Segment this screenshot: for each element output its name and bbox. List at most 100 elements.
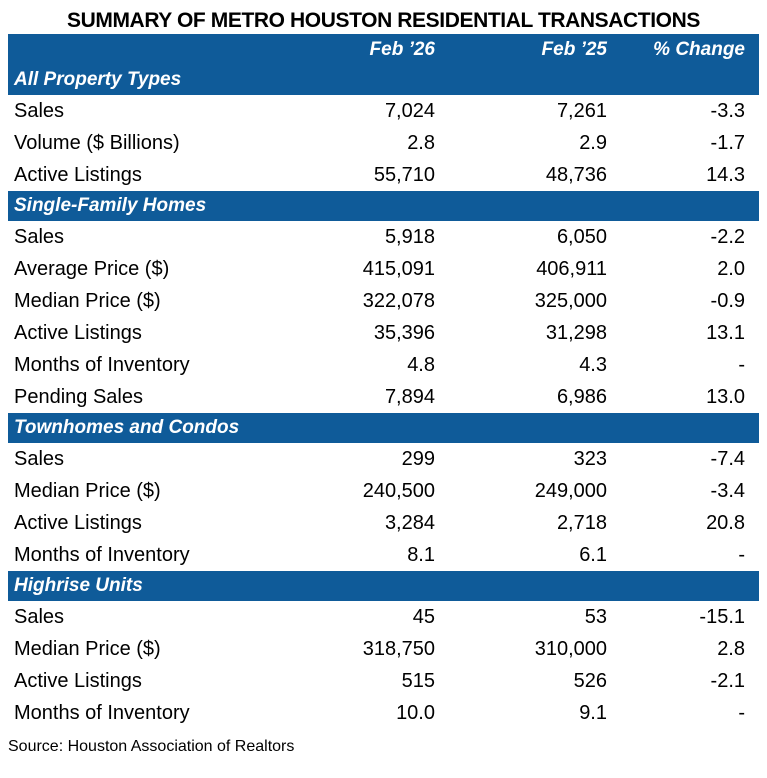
section-title: Highrise Units <box>14 575 143 596</box>
cell-feb25: 406,911 <box>536 257 607 280</box>
page-title: SUMMARY OF METRO HOUSTON RESIDENTIAL TRA… <box>67 9 700 32</box>
cell-label: Median Price ($) <box>14 637 161 660</box>
cell-change: -0.9 <box>710 289 745 312</box>
cell-feb26: 415,091 <box>362 257 435 280</box>
cell-feb26: 515 <box>401 669 435 692</box>
cell-change: - <box>738 353 745 376</box>
cell-change: 20.8 <box>706 511 745 534</box>
cell-feb26: 3,284 <box>384 511 435 534</box>
cell-change: -2.1 <box>710 669 745 692</box>
cell-label: Active Listings <box>14 511 142 534</box>
cell-feb25: 6.1 <box>579 543 607 566</box>
cell-label: Pending Sales <box>14 385 143 408</box>
cell-feb26: 4.8 <box>407 353 435 376</box>
table-row: Active Listings 515 526 -2.1 <box>8 665 759 697</box>
cell-feb26: 8.1 <box>407 543 435 566</box>
column-header-percent-change: % Change <box>653 38 745 60</box>
cell-feb26: 240,500 <box>362 479 435 502</box>
cell-change: -2.2 <box>710 225 745 248</box>
cell-feb25: 249,000 <box>534 479 607 502</box>
table-row: Volume ($ Billions) 2.8 2.9 -1.7 <box>8 127 759 159</box>
cell-feb25: 48,736 <box>545 163 607 186</box>
cell-change: -3.4 <box>710 479 745 502</box>
table-row: Months of Inventory 4.8 4.3 - <box>8 349 759 381</box>
table-row: Months of Inventory 8.1 6.1 - <box>8 539 759 571</box>
table-row: Sales 7,024 7,261 -3.3 <box>8 95 759 127</box>
table-body: All Property Types Sales 7,024 7,261 -3.3 Vol… <box>8 65 759 729</box>
section-title: All Property Types <box>14 69 182 90</box>
cell-feb26: 318,750 <box>362 637 435 660</box>
cell-feb25: 323 <box>573 447 607 470</box>
table-row: Sales 5,918 6,050 -2.2 <box>8 221 759 253</box>
section-title: Townhomes and Condos <box>14 417 240 438</box>
cell-feb25: 310,000 <box>534 637 607 660</box>
cell-change: -1.7 <box>710 131 745 154</box>
cell-change: -3.3 <box>710 99 745 122</box>
cell-change: 2.0 <box>717 257 745 280</box>
cell-label: Months of Inventory <box>14 353 190 376</box>
table-row: Pending Sales 7,894 6,986 13.0 <box>8 381 759 413</box>
cell-label: Average Price ($) <box>14 257 170 280</box>
table-row: Active Listings 3,284 2,718 20.8 <box>8 507 759 539</box>
column-header-row: Feb ’26 Feb ’25 % Change <box>8 34 759 65</box>
cell-feb25: 31,298 <box>545 321 607 344</box>
table-row: Average Price ($) 415,091 406,911 2.0 <box>8 253 759 285</box>
cell-label: Active Listings <box>14 321 142 344</box>
cell-feb25: 6,050 <box>556 225 607 248</box>
cell-feb26: 299 <box>401 447 435 470</box>
cell-feb25: 2.9 <box>579 131 607 154</box>
cell-feb25: 9.1 <box>579 701 607 724</box>
table-row: Active Listings 35,396 31,298 13.1 <box>8 317 759 349</box>
cell-label: Active Listings <box>14 163 142 186</box>
cell-feb25: 53 <box>584 605 607 628</box>
source-note: Source: Houston Association of Realtors <box>8 738 295 755</box>
cell-label: Sales <box>14 99 65 122</box>
cell-feb25: 4.3 <box>579 353 607 376</box>
table-row: Sales 45 53 -15.1 <box>8 601 759 633</box>
table-row: Sales 299 323 -7.4 <box>8 443 759 475</box>
cell-label: Months of Inventory <box>14 701 190 724</box>
cell-feb26: 2.8 <box>407 131 435 154</box>
cell-label: Active Listings <box>14 669 142 692</box>
section-title: Single-Family Homes <box>14 195 207 216</box>
cell-feb26: 7,894 <box>384 385 435 408</box>
table-row: Months of Inventory 10.0 9.1 - <box>8 697 759 729</box>
summary-table: Feb ’26 Feb ’25 % Change All Property Ty… <box>8 34 759 729</box>
table-row: Median Price ($) 318,750 310,000 2.8 <box>8 633 759 665</box>
cell-feb25: 325,000 <box>534 289 607 312</box>
column-header-feb25: Feb ’25 <box>541 38 607 60</box>
cell-change: 13.1 <box>706 321 745 344</box>
cell-label: Months of Inventory <box>14 543 190 566</box>
cell-feb26: 35,396 <box>373 321 435 344</box>
section-header: Highrise Units <box>8 571 759 601</box>
cell-feb26: 7,024 <box>384 99 435 122</box>
cell-feb25: 526 <box>573 669 607 692</box>
cell-label: Sales <box>14 605 65 628</box>
table-row: Median Price ($) 240,500 249,000 -3.4 <box>8 475 759 507</box>
cell-feb26: 5,918 <box>384 225 435 248</box>
cell-label: Median Price ($) <box>14 479 161 502</box>
cell-change: -15.1 <box>699 605 745 628</box>
cell-change: 13.0 <box>706 385 745 408</box>
table-row: Active Listings 55,710 48,736 14.3 <box>8 159 759 191</box>
section-header: All Property Types <box>8 65 759 95</box>
section-header: Single-Family Homes <box>8 191 759 221</box>
cell-feb26: 55,710 <box>373 163 435 186</box>
cell-feb25: 7,261 <box>556 99 607 122</box>
cell-feb25: 6,986 <box>556 385 607 408</box>
cell-label: Sales <box>14 447 65 470</box>
cell-feb26: 45 <box>412 605 435 628</box>
cell-feb26: 322,078 <box>362 289 435 312</box>
column-header-feb26: Feb ’26 <box>369 38 435 60</box>
cell-change: -7.4 <box>710 447 745 470</box>
cell-change: - <box>738 543 745 566</box>
cell-change: 2.8 <box>717 637 745 660</box>
section-header: Townhomes and Condos <box>8 413 759 443</box>
cell-label: Volume ($ Billions) <box>14 131 180 154</box>
cell-change: 14.3 <box>706 163 745 186</box>
cell-label: Median Price ($) <box>14 289 161 312</box>
cell-label: Sales <box>14 225 65 248</box>
cell-feb26: 10.0 <box>396 701 435 724</box>
cell-feb25: 2,718 <box>556 511 607 534</box>
table-row: Median Price ($) 322,078 325,000 -0.9 <box>8 285 759 317</box>
